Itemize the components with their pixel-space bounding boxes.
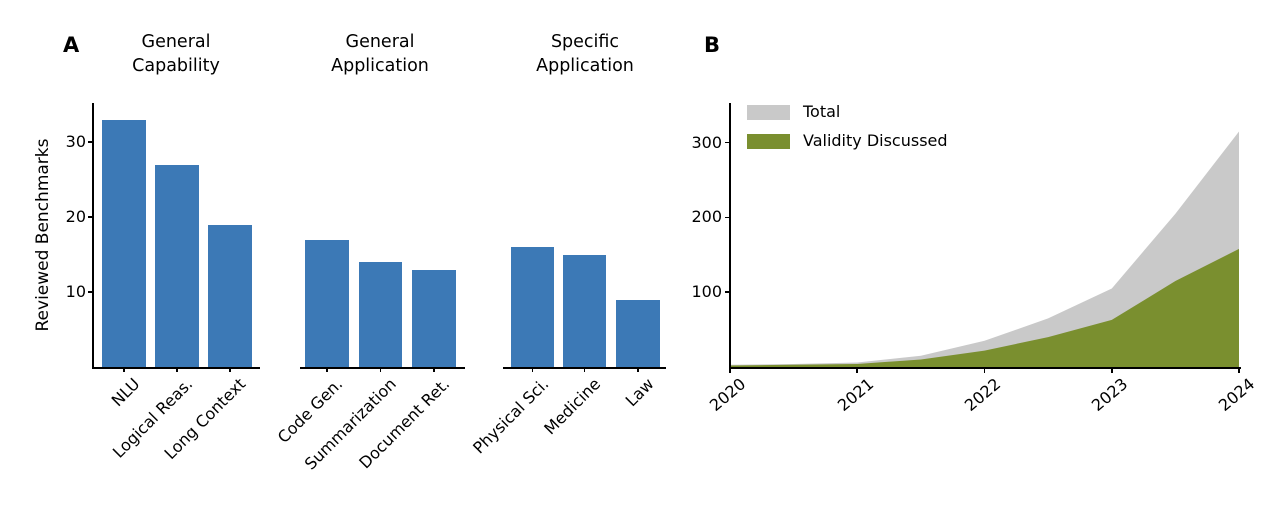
category-tick-label-nlu: NLU — [107, 374, 144, 411]
panel-a-x-baseline — [300, 366, 465, 369]
panel-a-y-tickmark — [87, 291, 92, 293]
panel-b-y-tick-label: 100 — [691, 282, 722, 302]
panel-b-y-tickmark — [724, 291, 729, 294]
panel-a-x-tickmark — [325, 368, 328, 372]
year-tick-label-2022: 2022 — [960, 374, 1005, 415]
panel-a-letter: A — [63, 33, 80, 57]
panel-b-y-tickmark — [724, 216, 729, 219]
legend-label-validity-discussed: Validity Discussed — [803, 131, 948, 150]
panel-a-y-tick-label: 20 — [65, 207, 86, 226]
panel-a-x-tickmark — [228, 368, 231, 372]
legend-swatch-total — [747, 105, 790, 120]
bar-nlu — [102, 119, 146, 367]
year-tick-label-2024: 2024 — [1215, 374, 1259, 415]
panel-a-y-tick-label: 10 — [65, 282, 86, 301]
panel-b-x-baseline — [729, 366, 1241, 369]
area-series-total — [730, 131, 1239, 367]
legend-swatch-validity-discussed — [747, 134, 790, 149]
year-tick-label-2023: 2023 — [1087, 374, 1132, 415]
y-axis-label: Reviewed Benchmarks — [33, 138, 53, 332]
panel-b-x-tickmark — [1110, 368, 1113, 373]
panel-a-y-tick-label: 30 — [65, 132, 86, 151]
panel-b-x-tickmark — [983, 368, 986, 373]
category-tick-label-law: Law — [621, 374, 658, 411]
panel-a-x-tickmark — [175, 368, 178, 372]
panel-a-y-tickmark — [87, 216, 92, 218]
panel-b-x-tickmark — [729, 368, 731, 373]
group-title-specific-application: Specific Application — [536, 32, 634, 76]
bar-long-context — [208, 224, 252, 367]
panel-a-y-spine — [92, 103, 94, 369]
category-tick-label-physical-sci: Physical Sci. — [468, 374, 553, 458]
bar-summarization — [358, 262, 403, 367]
bar-code-gen — [305, 239, 349, 367]
year-tick-label-2020: 2020 — [706, 374, 750, 415]
bar-logical-reas — [155, 164, 199, 367]
panel-b-y-tickmark — [724, 141, 729, 144]
panel-a-x-tickmark — [583, 368, 586, 372]
panel-a-x-tickmark — [122, 368, 125, 372]
panel-b-x-tickmark — [856, 368, 859, 373]
panel-a-x-tickmark — [636, 368, 639, 372]
panel-b-letter: B — [704, 33, 721, 57]
bar-physical-sci — [510, 247, 555, 367]
panel-b-y-spine — [729, 103, 731, 369]
panel-a-x-baseline — [92, 366, 260, 369]
panel-a-x-tickmark — [531, 368, 534, 372]
area-series-validity-discussed — [730, 248, 1239, 367]
bar-law — [616, 299, 660, 367]
year-tick-label-2021: 2021 — [833, 374, 877, 415]
group-title-general-capability: General Capability — [132, 32, 220, 76]
panel-b-x-tickmark — [1238, 368, 1240, 373]
panel-a-x-tickmark — [432, 368, 435, 372]
panel-b-y-tick-label: 300 — [691, 132, 722, 152]
panel-a-x-tickmark — [379, 368, 382, 372]
area-chart-plot — [730, 131, 1239, 367]
group-title-general-application: General Application — [331, 32, 429, 76]
bar-medicine — [562, 254, 607, 367]
panel-a-x-baseline — [503, 366, 666, 369]
panel-b-y-tick-label: 200 — [691, 207, 722, 227]
category-tick-label-medicine: Medicine — [540, 374, 605, 439]
bar-document-ret — [412, 269, 456, 367]
legend-label-total: Total — [803, 102, 841, 121]
panel-a-y-tickmark — [87, 141, 92, 143]
